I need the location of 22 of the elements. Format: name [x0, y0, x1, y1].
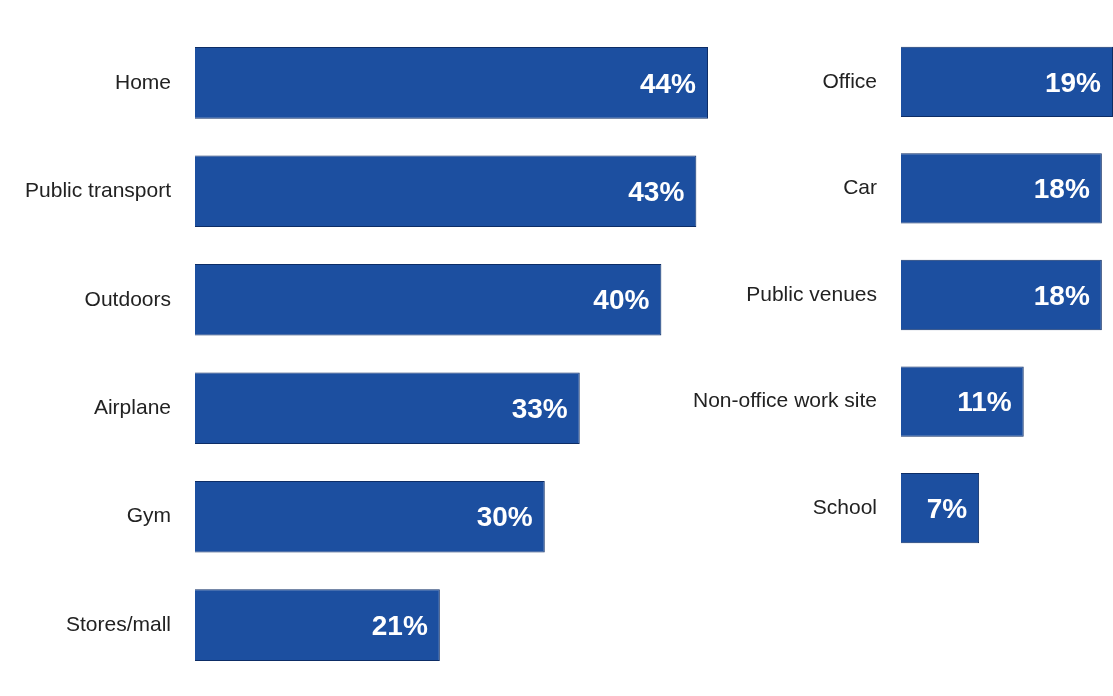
- y-tick-label: Office: [822, 68, 877, 92]
- data-label: 19%: [1044, 66, 1102, 98]
- data-label: 33%: [511, 392, 568, 424]
- y-tick-label: Gym: [126, 503, 171, 527]
- data-label: 18%: [1033, 279, 1090, 311]
- data-label: 18%: [1033, 173, 1090, 205]
- y-tick-label: Stores/mall: [65, 611, 171, 635]
- data-label: 7%: [926, 492, 968, 524]
- data-label: 21%: [371, 609, 428, 641]
- y-tick-label: Outdoors: [84, 286, 171, 310]
- y-tick-label: Non-office work site: [692, 388, 877, 412]
- y-tick-label: Car: [843, 175, 877, 199]
- data-label: 30%: [476, 501, 533, 533]
- data-label: 11%: [957, 386, 1012, 418]
- y-tick-label: Public venues: [746, 281, 877, 305]
- data-label: 43%: [628, 176, 685, 208]
- y-tick-label: Airplane: [93, 395, 171, 419]
- data-label: 40%: [593, 284, 650, 316]
- y-tick-label: School: [812, 494, 877, 518]
- y-tick-label: Home: [114, 69, 171, 93]
- data-label: 44%: [639, 67, 697, 99]
- y-tick-label: Public transport: [25, 178, 172, 202]
